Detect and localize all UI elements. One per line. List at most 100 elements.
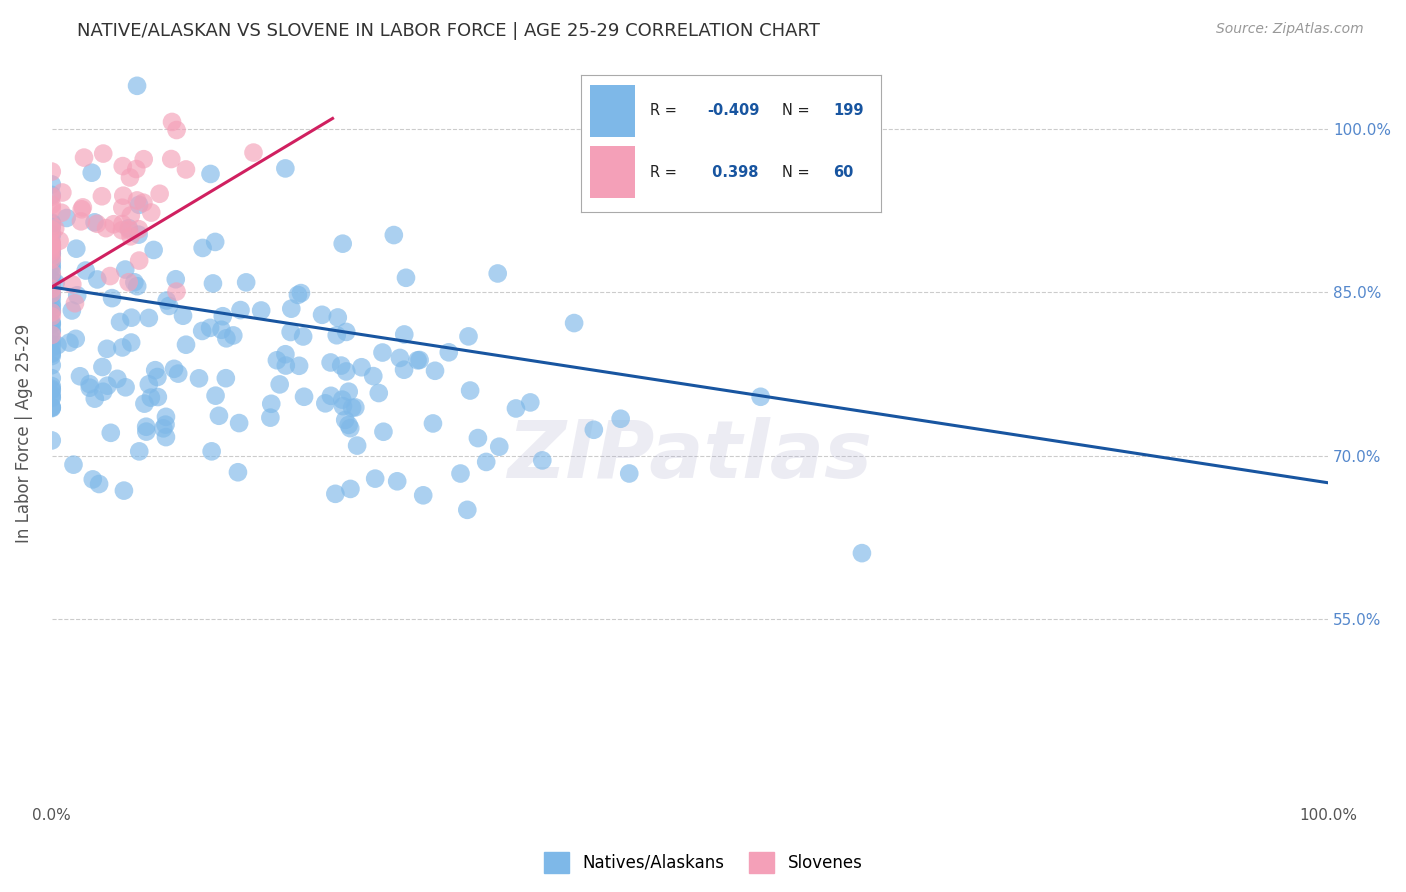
Point (211, 310, 233, 324)
Point (325, 487, 347, 501)
Point (124, 275, 146, 289)
Point (41, 305, 63, 319)
Point (86, 217, 108, 231)
Point (46, 338, 69, 352)
Point (41, 347, 63, 361)
Point (422, 417, 444, 431)
Point (41, 272, 63, 286)
Point (41, 216, 63, 230)
Point (406, 353, 429, 368)
Point (457, 329, 479, 343)
Point (211, 323, 233, 337)
Point (274, 347, 297, 361)
Point (160, 115, 183, 129)
Point (132, 195, 155, 210)
Point (335, 325, 357, 339)
Point (114, 262, 136, 277)
Point (394, 327, 416, 342)
Point (120, 209, 142, 223)
Point (330, 359, 353, 373)
Point (70, 202, 93, 217)
Point (41, 400, 63, 414)
Point (395, 270, 418, 285)
Point (41, 387, 63, 401)
Point (125, 194, 148, 208)
Point (337, 384, 360, 399)
Point (204, 389, 226, 403)
Point (135, 419, 157, 434)
Point (215, 331, 238, 345)
Point (266, 353, 288, 368)
Point (51, 205, 73, 219)
Point (160, 152, 183, 166)
Point (139, 391, 162, 405)
Point (65, 332, 87, 346)
Point (228, 416, 250, 430)
Point (288, 359, 311, 373)
Point (166, 123, 188, 137)
Point (128, 222, 150, 236)
Point (373, 425, 395, 439)
Point (41, 379, 63, 393)
Point (166, 285, 188, 299)
Point (201, 444, 224, 458)
Point (96, 378, 118, 392)
Point (111, 201, 134, 215)
Legend: Natives/Alaskans, Slovenes: Natives/Alaskans, Slovenes (537, 846, 869, 880)
Point (125, 78, 148, 93)
Point (112, 188, 135, 202)
Point (41, 285, 63, 300)
Point (41, 282, 63, 296)
Point (41, 228, 63, 243)
Point (138, 377, 160, 392)
Point (41, 261, 63, 276)
Point (174, 162, 197, 177)
Point (344, 401, 367, 415)
Point (260, 397, 283, 411)
Text: NATIVE/ALASKAN VS SLOVENE IN LABOR FORCE | AGE 25-29 CORRELATION CHART: NATIVE/ALASKAN VS SLOVENE IN LABOR FORCE… (77, 22, 820, 40)
Point (41, 337, 63, 351)
Point (41, 310, 63, 324)
Point (55, 211, 77, 225)
Point (111, 217, 134, 231)
Point (367, 386, 389, 401)
Point (408, 353, 430, 368)
Point (41, 317, 63, 331)
Point (450, 467, 472, 481)
Point (66, 288, 89, 302)
Point (505, 401, 527, 416)
Point (382, 228, 405, 243)
Point (41, 266, 63, 280)
Point (82, 472, 104, 486)
Point (361, 369, 384, 384)
Point (51, 186, 73, 200)
Point (118, 275, 141, 289)
Point (101, 291, 124, 305)
Point (280, 325, 302, 339)
Point (582, 423, 605, 437)
Text: ZIPatlas: ZIPatlas (508, 417, 873, 495)
Point (41, 293, 63, 307)
Point (135, 425, 157, 439)
Point (127, 279, 149, 293)
Point (339, 421, 361, 435)
Point (111, 159, 134, 173)
Point (319, 389, 342, 403)
Point (335, 413, 357, 427)
Point (229, 303, 252, 318)
Point (41, 238, 63, 252)
Point (437, 345, 460, 359)
Point (146, 370, 169, 384)
Point (325, 328, 347, 343)
Point (73, 151, 96, 165)
Point (87, 477, 110, 491)
Point (132, 152, 155, 166)
Point (41, 246, 63, 260)
Point (41, 223, 63, 237)
Point (371, 345, 394, 359)
Point (142, 243, 165, 257)
Point (467, 431, 489, 445)
Point (108, 315, 131, 329)
Point (385, 475, 408, 489)
Point (41, 288, 63, 302)
